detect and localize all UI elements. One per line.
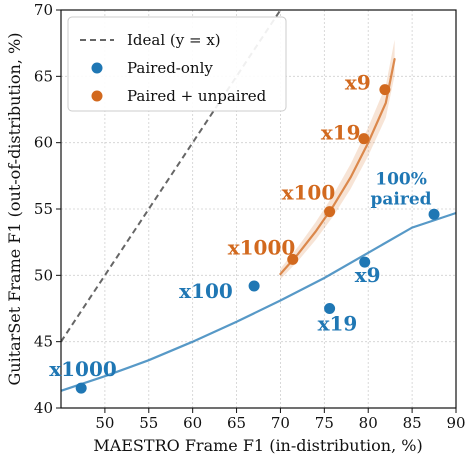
x-tick-label: 50 bbox=[95, 414, 114, 432]
annotation-paired-only: 100% paired bbox=[371, 169, 432, 209]
annotation-paired-only: x19 bbox=[318, 312, 358, 336]
annotation-paired-unpaired: x100 bbox=[282, 181, 336, 205]
y-tick-label: 65 bbox=[34, 67, 53, 85]
data-point-paired-only bbox=[75, 382, 87, 394]
annotation-paired-only: x9 bbox=[355, 263, 381, 287]
fit-band-paired-unpaired bbox=[280, 39, 395, 280]
data-point-paired-only bbox=[359, 256, 371, 268]
legend-swatch-paired-only bbox=[91, 62, 103, 74]
y-axis-title: GuitarSet Frame F1 (out-of-distribution,… bbox=[5, 33, 24, 386]
data-point-paired-only bbox=[248, 280, 260, 292]
y-tick-label: 45 bbox=[34, 333, 53, 351]
x-tick-label: 75 bbox=[315, 414, 334, 432]
y-tick-label: 50 bbox=[34, 266, 53, 284]
x-tick-label: 55 bbox=[139, 414, 158, 432]
ticks: 50 55 60 65 70 75 80 85 90 40 45 50 55 60 65 70 bbox=[34, 1, 466, 432]
x-tick-label: 70 bbox=[271, 414, 290, 432]
annotation-paired-unpaired: x9 bbox=[345, 71, 371, 95]
y-tick-label: 40 bbox=[34, 399, 53, 417]
data-point-paired-unpaired bbox=[358, 133, 370, 145]
data-point-paired-unpaired bbox=[324, 206, 336, 218]
x-tick-label: 90 bbox=[446, 414, 465, 432]
annotation-paired-only: x100 bbox=[179, 279, 233, 303]
x-axis-title: MAESTRO Frame F1 (in-distribution, %) bbox=[93, 436, 422, 455]
fit-line-paired-only bbox=[61, 211, 456, 392]
legend-label-paired-only: Paired-only bbox=[127, 59, 213, 77]
y-tick-label: 60 bbox=[34, 134, 53, 152]
fit-line-paired-unpaired bbox=[279, 58, 396, 276]
legend-box bbox=[67, 16, 287, 112]
annotation-paired-only: x1000 bbox=[49, 357, 117, 381]
annotation-paired-unpaired: x19 bbox=[321, 121, 361, 145]
legend-label-ideal: Ideal (y = x) bbox=[127, 31, 221, 49]
data-point-paired-only bbox=[324, 303, 336, 314]
x-tick-label: 85 bbox=[403, 414, 422, 432]
data-point-paired-unpaired bbox=[287, 253, 299, 265]
x-tick-label: 60 bbox=[183, 414, 202, 432]
legend: Ideal (y = x) Paired-only Paired + unpaire… bbox=[67, 16, 287, 112]
data-point-paired-unpaired bbox=[379, 84, 391, 96]
y-tick-label: 55 bbox=[34, 200, 53, 218]
annotation-paired-unpaired: x1000 bbox=[228, 235, 296, 259]
data-point-paired-only bbox=[428, 208, 440, 220]
y-tick-label: 70 bbox=[34, 1, 53, 19]
annotations: x1000 x100 x19 x9 100% paired x1000 x100 x19 x9 bbox=[49, 71, 431, 382]
legend-label-paired-unpaired: Paired + unpaired bbox=[127, 87, 267, 105]
x-tick-label: 65 bbox=[227, 414, 246, 432]
x-tick-label: 80 bbox=[359, 414, 378, 432]
legend-swatch-paired-unpaired bbox=[91, 90, 103, 102]
